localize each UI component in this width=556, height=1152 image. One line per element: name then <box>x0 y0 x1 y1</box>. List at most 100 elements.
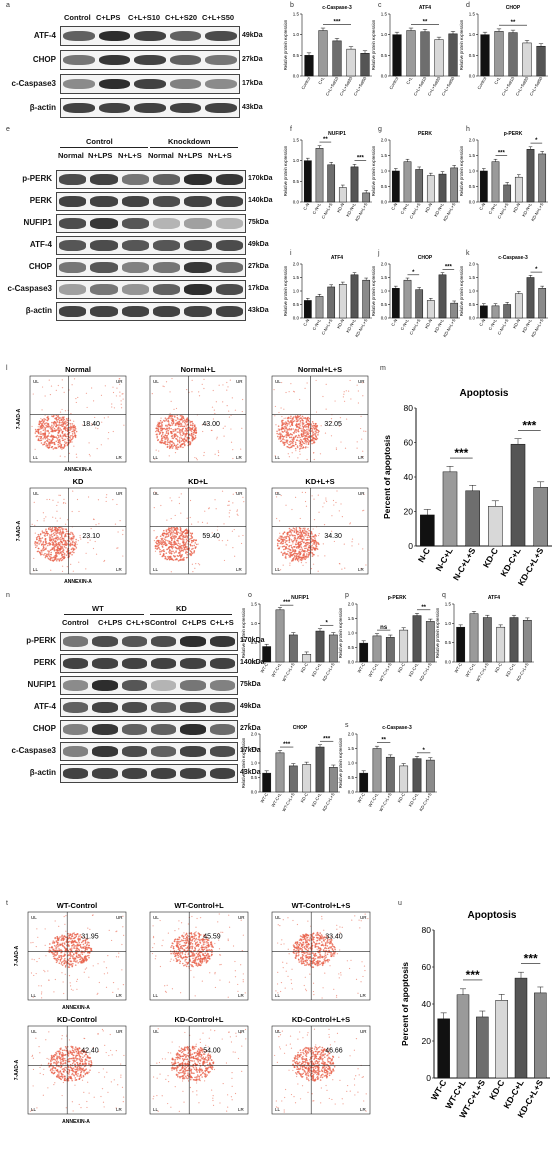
flow-dot <box>43 434 45 436</box>
flow-dot <box>47 429 49 432</box>
flow-dot <box>107 955 109 957</box>
flow-dot <box>287 417 289 420</box>
flow-dot <box>38 439 41 442</box>
chart-title: NUFIP1 <box>291 595 309 601</box>
flow-dot <box>52 544 54 547</box>
flow-dot <box>57 415 59 418</box>
flow-dot <box>53 544 56 546</box>
flow-dot <box>282 419 284 422</box>
flow-dot <box>189 516 191 519</box>
flow-dot <box>297 533 300 535</box>
flow-dot <box>343 543 345 545</box>
flow-dot <box>178 936 180 938</box>
flow-dot <box>73 420 75 422</box>
flow-dot <box>186 417 189 419</box>
chart-title: p-PERK <box>388 595 407 601</box>
flow-dot <box>222 401 224 403</box>
flow-dot <box>159 440 161 443</box>
flow-dot <box>228 516 230 518</box>
flow-dot <box>161 541 164 544</box>
flow-dot <box>76 543 78 545</box>
flow-dot <box>182 540 185 543</box>
flow-dot <box>362 450 364 452</box>
group-label: WT <box>92 604 104 613</box>
flow-dot <box>184 552 187 554</box>
flow-dot <box>156 433 158 435</box>
flow-dot <box>77 540 79 542</box>
flow-dot <box>286 424 289 427</box>
lane-label: Normal <box>58 151 84 160</box>
flow-dot <box>292 437 295 440</box>
flow-dot <box>184 548 187 551</box>
flow-dot <box>181 947 184 949</box>
flow-dot <box>77 396 79 399</box>
flow-dot <box>195 952 198 955</box>
flow-dot <box>291 508 293 511</box>
flow-dot <box>345 418 348 420</box>
flow-dot <box>173 552 176 554</box>
flow-dot <box>275 424 277 426</box>
significance-label: *** <box>323 736 331 742</box>
flow-dot <box>71 510 73 513</box>
lane-label: C+LPS <box>96 13 121 22</box>
flow-dot <box>117 547 119 549</box>
flow-dot <box>87 952 89 954</box>
flow-dot <box>197 938 199 941</box>
flow-dot <box>105 500 107 503</box>
blot-strip <box>60 74 240 94</box>
flow-dot <box>284 541 287 544</box>
flow-dot <box>63 422 66 424</box>
bar <box>275 609 285 663</box>
flow-dot <box>172 537 175 539</box>
y-tick-label: 1.5 <box>251 746 258 751</box>
flow-dot <box>283 443 286 445</box>
flow-dot <box>164 428 167 431</box>
flow-dot <box>46 425 49 428</box>
flow-dot <box>91 387 93 389</box>
flow-dot <box>301 423 304 425</box>
flow-dot <box>186 947 189 949</box>
flow-dot <box>177 947 180 949</box>
category-label: C+L+Sal10 <box>325 75 340 96</box>
flow-dot <box>170 571 172 573</box>
panel-letter-o: o <box>248 592 252 599</box>
flow-dot <box>38 420 41 422</box>
blot-strip <box>60 654 238 673</box>
lane-label: Control <box>62 618 89 627</box>
flow-dot <box>168 529 170 532</box>
flow-dot <box>42 437 44 440</box>
flow-dot <box>74 945 77 947</box>
flow-dot <box>174 558 177 561</box>
apoptosis-value: 32.05 <box>324 421 342 428</box>
y-axis-label: Percent of apoptosis <box>382 435 392 519</box>
flow-dot <box>42 542 45 544</box>
flow-dot <box>108 431 110 434</box>
flow-dot <box>197 543 199 545</box>
bar <box>456 626 466 663</box>
category-label: C-N+L+S <box>408 318 421 336</box>
flow-dot <box>193 437 196 440</box>
flow-dot <box>215 401 217 403</box>
flow-dot <box>226 405 228 407</box>
flow-dot <box>290 428 293 430</box>
flow-dot <box>291 434 294 436</box>
bar <box>420 31 430 77</box>
bar <box>491 161 500 203</box>
flow-dot <box>290 442 292 445</box>
y-axis-label: Relative protein expression <box>459 19 464 70</box>
bar <box>522 42 532 77</box>
flow-dot <box>74 964 77 966</box>
flow-dot <box>63 554 66 556</box>
bar <box>327 286 336 319</box>
flow-dot <box>286 553 289 555</box>
lane-label: C+L+S <box>126 618 150 627</box>
blot-strip <box>56 236 246 255</box>
flow-dot <box>179 432 181 435</box>
flow-dot <box>290 528 292 531</box>
flow-dot <box>206 942 208 944</box>
flow-dot <box>69 948 71 951</box>
category-label: C-N+L <box>399 317 410 331</box>
flow-dot <box>115 956 118 958</box>
flow-dot <box>174 429 177 431</box>
flow-dot <box>163 442 166 445</box>
